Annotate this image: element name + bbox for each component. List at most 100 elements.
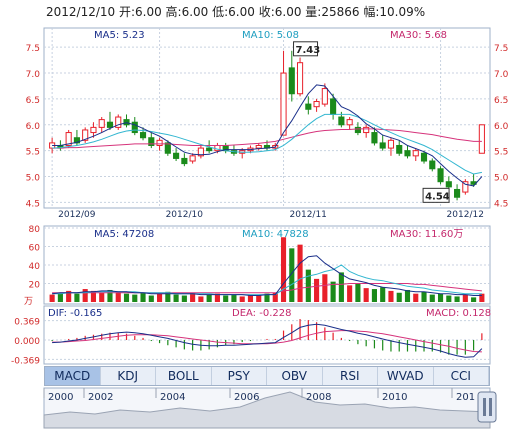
candle-down (454, 188, 461, 198)
volume-bar (115, 291, 121, 302)
candle-up (156, 139, 163, 146)
high-annotation: 7.43 (296, 45, 321, 56)
price-ma5-line (52, 84, 483, 187)
x-tick-label: 2012/11 (290, 210, 327, 220)
volume-bar (57, 292, 63, 302)
price-ytick-label-right: 7.0 (494, 70, 509, 80)
overview-year-label: 2008 (306, 392, 331, 403)
x-tick-label: 2012/09 (58, 210, 96, 220)
candle-down (437, 168, 444, 183)
x-tick-label: 2012/12 (447, 210, 484, 220)
overview-year-label: 201 (456, 392, 475, 403)
volume-bar (74, 293, 80, 302)
volume-bar (462, 294, 468, 302)
candle-up (65, 132, 72, 146)
volume-bar (206, 294, 212, 302)
price-ytick-label-left: 5.0 (26, 174, 41, 184)
tab-boll[interactable]: BOLL (156, 367, 212, 385)
candle-down (148, 137, 155, 146)
volume-bar (214, 293, 220, 302)
candle-down (379, 142, 386, 149)
tab-obv[interactable]: OBV (267, 367, 323, 385)
candle-down (445, 181, 452, 188)
candle-down (305, 103, 312, 110)
candle-down (73, 137, 80, 144)
x-tick-label: 2012/10 (166, 210, 204, 220)
vol-ma10-label: MA10: 47828 (242, 229, 309, 240)
candle-up (90, 126, 97, 134)
volume-bar (289, 248, 295, 302)
vol-ma30-line (52, 283, 482, 294)
volume-bar (148, 295, 154, 302)
candle-up (313, 101, 320, 108)
volume-bar (190, 292, 196, 302)
candle-up (387, 139, 395, 149)
volume-bar (99, 292, 105, 302)
candle-down (330, 98, 337, 115)
candle-up (478, 124, 485, 154)
tab-cci[interactable]: CCI (434, 367, 489, 385)
tab-kdj[interactable]: KDJ (101, 367, 156, 385)
volume-bar (181, 295, 187, 302)
vol-ma30-label: MA30: 11.60万 (390, 229, 463, 240)
vol-ytick-label: 60 (29, 244, 41, 254)
price-panel: MA5: 5.23 MA10: 5.08 MA30: 5.68 4.5 4.5 5.… (26, 27, 509, 220)
tab-macd[interactable]: MACD (45, 367, 101, 385)
price-ytick-label-left: 7.0 (26, 70, 41, 80)
vol-ma5-label: MA5: 47208 (94, 229, 154, 240)
overview-year-label: 2004 (160, 392, 185, 403)
candle-down (338, 116, 345, 126)
volume-bar (264, 293, 270, 302)
volume-bar (305, 269, 311, 302)
volume-bar (371, 289, 377, 302)
volume-bar (132, 294, 138, 302)
volume-bar (272, 292, 278, 302)
volume-bar (239, 296, 245, 302)
candle-down (206, 147, 213, 152)
volume-bar (90, 290, 97, 302)
vol-unit-label: 万 (24, 297, 33, 307)
price-ytick-label-right: 6.5 (494, 96, 508, 106)
dea-label: DEA: -0.228 (232, 308, 291, 319)
macd-ytick-label: -0.369 (11, 356, 40, 366)
volume-bar (198, 296, 204, 302)
volume-bar (347, 285, 353, 302)
candle-down (429, 160, 436, 170)
volume-bar (429, 294, 435, 302)
macd-ytick-label: 0.000 (14, 337, 40, 347)
volume-bar (404, 289, 411, 302)
vol-ytick-label: 40 (29, 262, 41, 272)
overview-year-label: 2010 (382, 392, 407, 403)
candle-down (106, 121, 114, 128)
candle-up (321, 88, 328, 105)
volume-bar (256, 294, 262, 302)
candle-down (371, 132, 378, 144)
price-ytick-label-left: 6.5 (26, 96, 40, 106)
low-annotation-box (422, 187, 450, 203)
overview-handle[interactable] (477, 391, 497, 423)
candle-down (420, 152, 428, 162)
overview-year-label: 2006 (234, 392, 259, 403)
vol-ytick-label: 20 (29, 281, 41, 291)
candle-down (173, 152, 180, 159)
volume-bar (123, 293, 130, 302)
volume-bar (280, 237, 287, 302)
tab-wvad[interactable]: WVAD (378, 367, 434, 385)
candle-down (131, 121, 138, 134)
tab-psy[interactable]: PSY (212, 367, 267, 385)
candle-down (404, 150, 411, 157)
overview-year-label: 2002 (88, 392, 113, 403)
volume-bar (421, 291, 427, 302)
overview-year-label: 2000 (48, 392, 73, 403)
ma10-label: MA10: 5.08 (242, 30, 299, 41)
volume-bar (413, 293, 419, 302)
macd-label: MACD: 0.128 (426, 308, 491, 319)
header-text: 2012/12/10 开:6.00 高:6.00 低:6.00 收:6.00 量… (46, 4, 425, 19)
candle-up (462, 181, 469, 193)
tab-rsi[interactable]: RSI (323, 367, 378, 385)
candle-up (363, 126, 370, 134)
volume-bar (380, 287, 386, 302)
volume-bar (454, 296, 460, 302)
timeline-overview[interactable]: 2000 2002 2004 2006 2008 2010 201 (43, 387, 497, 429)
